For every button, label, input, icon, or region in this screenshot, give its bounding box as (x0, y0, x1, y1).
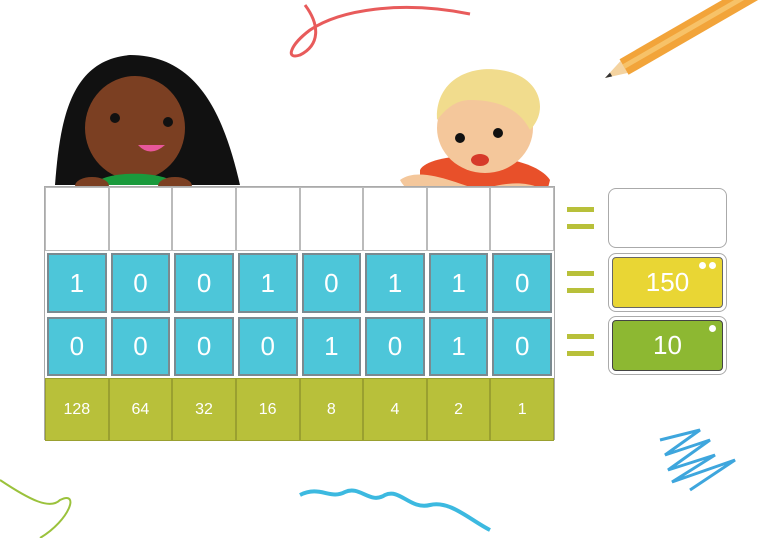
place-value-cell: 4 (363, 378, 427, 441)
bit-tile-row-1[interactable]: 0 (110, 253, 171, 313)
place-value-cell: 2 (426, 378, 491, 441)
bit-tile-row-1[interactable]: 1 (428, 253, 489, 313)
equals-sign (567, 207, 594, 229)
answer-value[interactable] (612, 192, 723, 244)
empty-cell (490, 187, 554, 251)
girl-illustration (55, 55, 240, 195)
blue-wave (299, 488, 491, 532)
row-2-result-value: 10 (653, 330, 682, 360)
place-value-cell: 64 (108, 378, 173, 441)
equals-sign (567, 271, 594, 293)
row-1-result-value: 150 (645, 267, 690, 297)
empty-cell (363, 187, 427, 251)
bit-tile-row-1[interactable]: 0 (492, 253, 552, 313)
empty-cell (108, 187, 173, 251)
bit-tile-row-2[interactable]: 0 (492, 317, 552, 376)
bit-tile-row-2[interactable]: 1 (301, 317, 362, 376)
empty-cell (426, 187, 491, 251)
red-squiggle (289, 4, 471, 58)
bit-tile-row-1[interactable]: 1 (365, 253, 425, 313)
binary-grid: 1 0 0 1 0 1 1 0 0 0 0 0 1 0 1 0 128 64 32 16 8 4 2 1 (44, 186, 555, 441)
green-curve (0, 479, 72, 538)
bit-tile-row-2[interactable]: 1 (428, 317, 489, 376)
empty-cell (45, 187, 109, 251)
bit-tile-row-1[interactable]: 1 (47, 253, 107, 313)
place-value-cell: 1 (490, 378, 554, 441)
row-1-result-box: 150 (608, 253, 727, 312)
bit-tile-row-2[interactable]: 0 (365, 317, 425, 376)
place-value-cell: 128 (45, 378, 109, 441)
empty-cell (235, 187, 300, 251)
answer-box[interactable] (608, 188, 727, 248)
place-value-cell: 32 (172, 378, 236, 441)
bit-tile-row-1[interactable]: 1 (237, 253, 298, 313)
bit-tile-row-1[interactable]: 0 (301, 253, 362, 313)
row-2-dots (709, 325, 716, 332)
place-value-cell: 16 (235, 378, 300, 441)
place-value-cell: 8 (299, 378, 364, 441)
empty-cell (299, 187, 364, 251)
row-2-result-box: 10 (608, 316, 727, 375)
bit-tile-row-2[interactable]: 0 (237, 317, 298, 376)
bit-tile-row-1[interactable]: 0 (174, 253, 234, 313)
pencil-icon (605, 0, 768, 78)
bit-tile-row-2[interactable]: 0 (174, 317, 234, 376)
equals-sign (567, 334, 594, 356)
bit-tile-row-2[interactable]: 0 (110, 317, 171, 376)
bit-tile-row-2[interactable]: 0 (47, 317, 107, 376)
empty-cell (172, 187, 236, 251)
blue-scribble (659, 428, 736, 492)
row-1-dots (699, 262, 716, 269)
